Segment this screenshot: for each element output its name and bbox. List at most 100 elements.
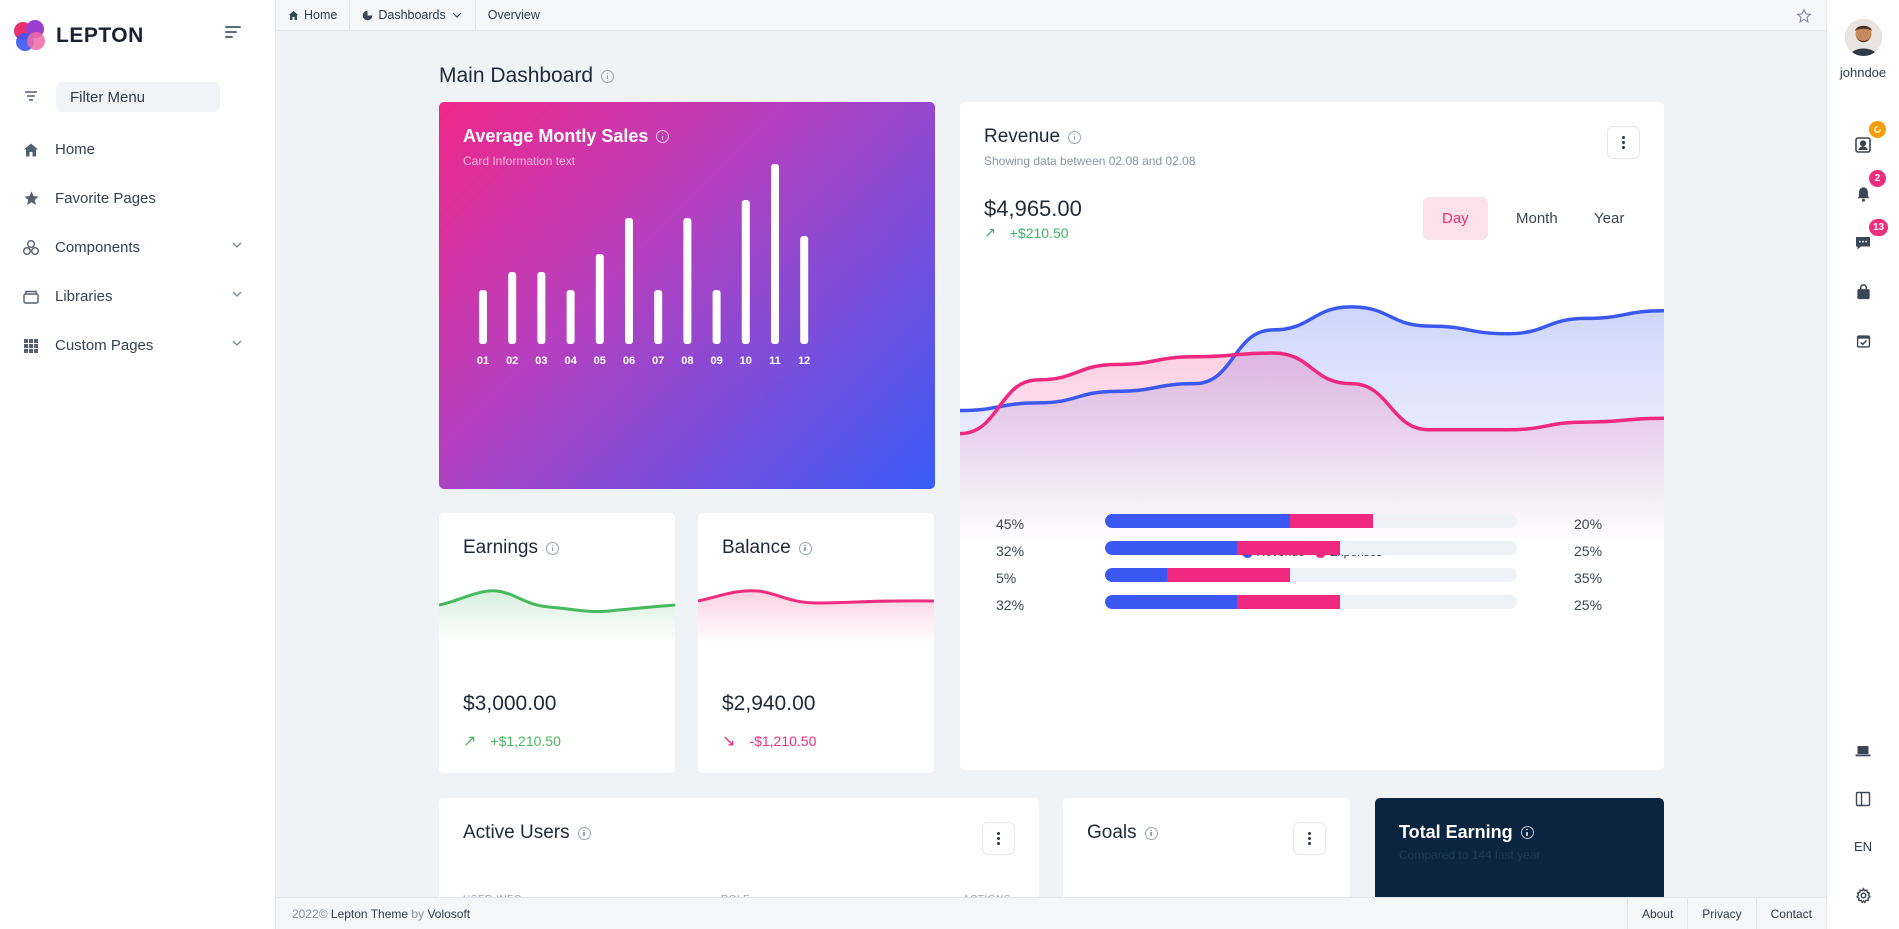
components-icon — [22, 239, 40, 257]
progress-track — [1105, 541, 1517, 555]
sidebar-item-custom-pages[interactable]: Custom Pages — [0, 321, 275, 370]
sales-tick-label: 05 — [594, 355, 606, 367]
average-monthly-sales-card: Average Montly Sales Card Information te… — [439, 102, 935, 489]
pie-chart-icon — [363, 10, 373, 20]
shop-button[interactable] — [1852, 281, 1874, 303]
laptop-button[interactable] — [1852, 740, 1874, 762]
sales-bar-12[interactable] — [800, 236, 809, 344]
sales-subtitle: Card Information text — [463, 154, 576, 168]
notifications-button[interactable] — [1852, 183, 1874, 205]
sales-tick-label: 03 — [535, 355, 547, 367]
sidebar-item-favorite-pages[interactable]: Favorite Pages — [0, 174, 275, 223]
shopping-bag-icon — [1856, 284, 1870, 300]
sales-bar-01[interactable] — [479, 290, 487, 344]
footer-theme-link[interactable]: Lepton Theme — [330, 907, 409, 921]
sidebar-item-components[interactable]: Components — [0, 223, 275, 272]
sales-bar-06[interactable] — [625, 218, 633, 344]
goals-more-button[interactable] — [1293, 822, 1326, 855]
card-title: Balance — [722, 537, 812, 559]
sales-tick-label: 06 — [623, 355, 635, 367]
footer-company-link[interactable]: Volosoft — [427, 907, 471, 921]
info-icon[interactable] — [798, 541, 812, 555]
info-icon[interactable] — [546, 541, 559, 555]
balance-card: Balance $2,940.00 ↘ -$1,210.50 — [698, 513, 934, 773]
sales-tick-label: 12 — [798, 355, 810, 367]
language-selector[interactable]: EN — [1853, 839, 1873, 854]
columns-icon — [1855, 791, 1871, 807]
revenue-bar-right-label: 20% — [1574, 516, 1603, 532]
balance-delta: ↘ -$1,210.50 — [722, 731, 816, 751]
menu-collapse-button[interactable] — [225, 26, 243, 42]
sales-bar-10[interactable] — [741, 200, 750, 344]
sales-bar-02[interactable] — [508, 272, 517, 344]
favorite-star-icon[interactable] — [1796, 8, 1812, 24]
revenue-more-button[interactable] — [1607, 126, 1640, 159]
sales-bar-04[interactable] — [566, 290, 575, 344]
info-icon[interactable] — [1520, 826, 1534, 839]
active-users-more-button[interactable] — [982, 822, 1015, 855]
series-line-expenses[interactable] — [960, 351, 1664, 436]
brand[interactable]: LEPTON — [14, 20, 144, 52]
tasks-button[interactable] — [1852, 330, 1874, 352]
footer-links: About Privacy Contact — [1626, 898, 1826, 929]
arrow-up-right-icon: ↗ — [984, 224, 996, 240]
footer-about-link[interactable]: About — [1626, 898, 1687, 929]
footer-copyright: 2022© Lepton Theme by Volosoft — [292, 907, 470, 921]
sales-bar-11[interactable] — [771, 164, 779, 344]
earnings-sparkline — [439, 589, 675, 643]
balance-amount: $2,940.00 — [722, 692, 816, 715]
revenue-delta: ↗ +$210.50 — [984, 224, 1069, 241]
footer-privacy-link[interactable]: Privacy — [1687, 898, 1755, 929]
calendar-check-icon — [1856, 335, 1870, 348]
info-icon[interactable] — [1144, 826, 1158, 840]
sales-bar-09[interactable] — [712, 290, 721, 344]
revenue-bar-left-label: 5% — [996, 570, 1017, 586]
notifications-badge: 2 — [1869, 170, 1886, 187]
breadcrumb-dashboards[interactable]: Dashboards — [350, 0, 476, 31]
libraries-icon — [22, 288, 40, 306]
sales-bar-03[interactable] — [537, 272, 546, 344]
settings-button[interactable] — [1852, 884, 1874, 906]
footer-contact-link[interactable]: Contact — [1755, 898, 1826, 929]
revenue-area-chart — [960, 305, 1664, 542]
series-line-revenue[interactable] — [960, 305, 1664, 413]
sales-bar-07[interactable] — [654, 290, 663, 344]
area-expenses — [960, 352, 1664, 542]
filter-menu-input[interactable] — [56, 82, 220, 112]
period-year-button[interactable]: Year — [1594, 210, 1625, 227]
sales-bar-08[interactable] — [683, 218, 692, 344]
earnings-amount: $3,000.00 — [463, 692, 557, 715]
contacts-button[interactable] — [1852, 134, 1874, 156]
bell-icon — [1856, 187, 1870, 202]
progress-track — [1105, 568, 1517, 582]
progress-revenue — [1105, 541, 1237, 555]
chevron-down-icon — [232, 340, 242, 346]
earnings-card: Earnings $3,000.00 ↗ +$1,210.50 — [439, 513, 675, 773]
sidebar-item-home[interactable]: Home — [0, 125, 275, 174]
layout-toggle-button[interactable] — [1852, 788, 1874, 810]
card-title: Average Montly Sales — [463, 126, 670, 147]
info-icon[interactable] — [577, 826, 591, 840]
earnings-delta-value: +$1,210.50 — [490, 733, 561, 749]
footer-by: by — [411, 907, 425, 921]
breadcrumb-home[interactable]: Home — [276, 0, 351, 31]
sales-bar-05[interactable] — [595, 254, 604, 344]
arrow-down-right-icon: ↘ — [722, 733, 736, 750]
info-icon[interactable] — [1068, 130, 1082, 144]
info-icon[interactable] — [601, 69, 615, 83]
sales-tick-label: 07 — [652, 355, 664, 367]
chevron-down-icon — [232, 242, 242, 248]
sales-bar-chart: 01 02 03 04 05 06 07 08 09 10 11 12 — [477, 164, 810, 367]
chevron-down-icon — [452, 12, 462, 18]
grid-icon — [22, 337, 40, 355]
period-month-button[interactable]: Month — [1516, 210, 1558, 227]
info-icon[interactable] — [656, 130, 670, 143]
balance-title: Balance — [722, 537, 791, 558]
breadcrumb: Home Dashboards Overview — [276, 0, 1826, 31]
user-avatar[interactable] — [1845, 19, 1882, 56]
sidebar-item-libraries[interactable]: Libraries — [0, 272, 275, 321]
period-day-button[interactable]: Day — [1423, 197, 1488, 240]
revenue-bar-left-label: 32% — [996, 597, 1025, 613]
balance-sparkline — [698, 589, 934, 643]
messages-button[interactable] — [1852, 232, 1874, 254]
